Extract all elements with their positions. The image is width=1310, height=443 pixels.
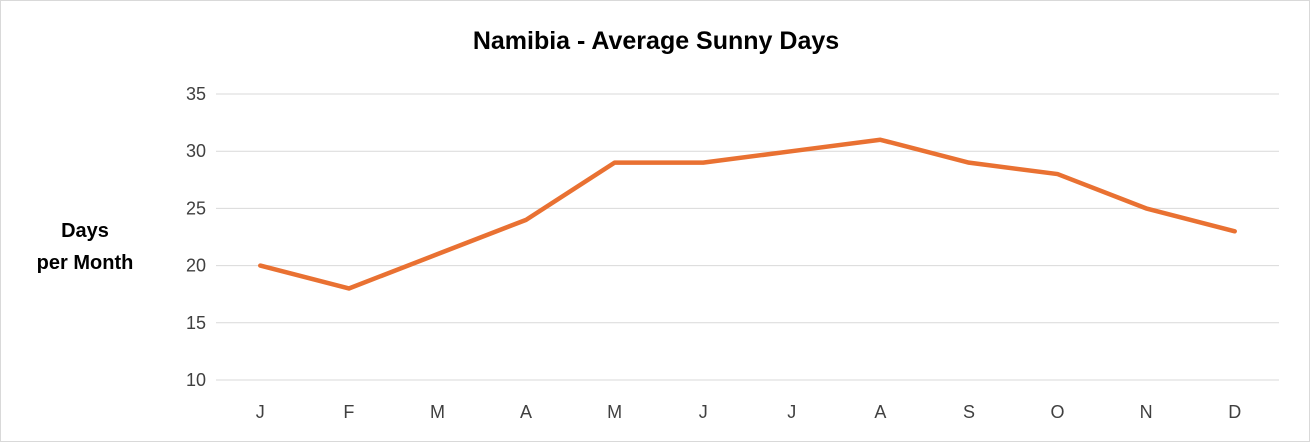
gridlines <box>216 94 1279 380</box>
x-tick-label: J <box>256 402 265 422</box>
x-tick-label: A <box>874 402 886 422</box>
y-tick-label: 10 <box>186 370 206 390</box>
x-tick-label: M <box>607 402 622 422</box>
y-tick-labels: 10 15 20 25 30 35 <box>186 84 206 390</box>
x-tick-label: O <box>1051 402 1065 422</box>
x-tick-label: J <box>787 402 796 422</box>
y-tick-label: 25 <box>186 198 206 218</box>
x-tick-label: N <box>1140 402 1153 422</box>
y-tick-label: 15 <box>186 313 206 333</box>
y-tick-label: 35 <box>186 84 206 104</box>
series-lines <box>260 140 1235 289</box>
y-tick-label: 30 <box>186 141 206 161</box>
x-tick-label: J <box>699 402 708 422</box>
x-tick-label: A <box>520 402 532 422</box>
x-tick-label: M <box>430 402 445 422</box>
x-tick-label: D <box>1228 402 1241 422</box>
x-tick-label: S <box>963 402 975 422</box>
series-line-0 <box>260 140 1234 289</box>
x-tick-label: F <box>343 402 354 422</box>
y-tick-label: 20 <box>186 256 206 276</box>
